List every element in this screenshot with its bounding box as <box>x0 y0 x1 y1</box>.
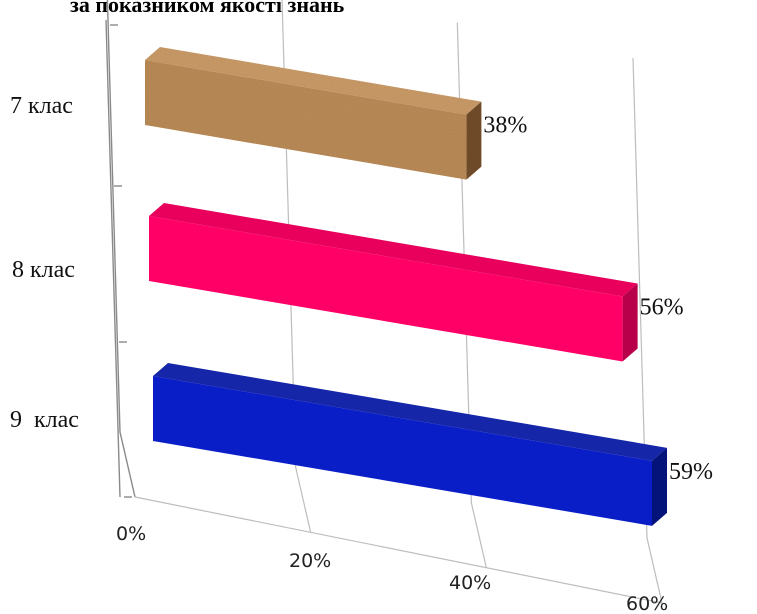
bar-front <box>149 216 623 362</box>
bar-top <box>145 47 482 115</box>
x-tick-label: 20% <box>289 550 331 572</box>
value-label: 38% <box>483 113 527 139</box>
bar-top <box>149 203 638 297</box>
gridline <box>632 57 663 604</box>
category-label: 8 клас <box>12 257 75 283</box>
value-label: 56% <box>640 295 684 321</box>
bars <box>145 47 667 526</box>
gridline <box>456 22 487 568</box>
bar-top <box>153 363 667 461</box>
bar-front <box>153 376 652 526</box>
chart-title: за показником якості знань <box>70 0 345 17</box>
category-labels: 7 клас 8 клас 9 клас <box>10 93 79 433</box>
bar-side <box>622 283 638 362</box>
bar-front <box>145 60 467 180</box>
bar-side <box>466 101 482 180</box>
value-labels: 38% 56% 59% <box>483 113 713 485</box>
gridline <box>106 0 136 498</box>
bar <box>149 203 638 362</box>
category-label: 7 клас <box>10 93 73 119</box>
floor-edge <box>134 496 663 604</box>
x-tick-labels: 0% 20% 40% 60% <box>116 523 668 614</box>
value-label: 59% <box>669 459 713 485</box>
category-axis <box>105 19 121 498</box>
grid <box>105 0 663 604</box>
x-tick-label: 60% <box>626 593 668 614</box>
bar <box>153 363 667 526</box>
x-tick-label: 40% <box>449 572 491 594</box>
category-label: 9 клас <box>10 407 79 433</box>
bar-side <box>652 447 667 526</box>
x-tick-label: 0% <box>116 523 146 545</box>
bar <box>145 47 482 180</box>
